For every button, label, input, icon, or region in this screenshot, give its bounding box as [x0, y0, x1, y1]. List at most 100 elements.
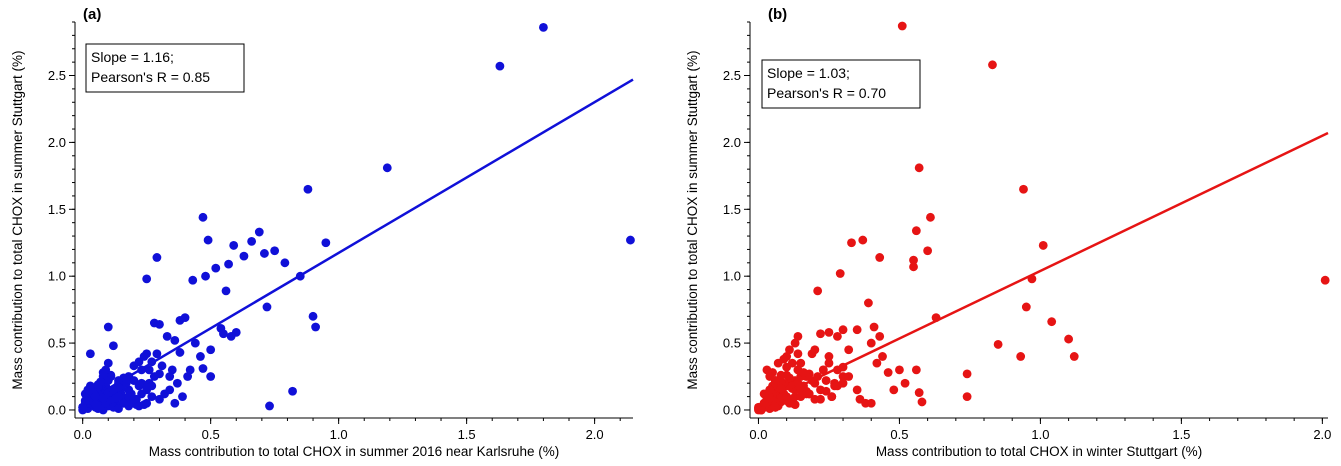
data-point: [844, 372, 854, 381]
x-axis-title: Mass contribution to total CHOX in summe…: [149, 444, 559, 459]
data-point: [198, 364, 208, 373]
data-point: [962, 392, 972, 401]
annotation-text: Pearson's R = 0.70: [767, 85, 886, 101]
y-tick-label: 2.5: [723, 68, 741, 83]
data-point: [889, 385, 899, 395]
data-point: [821, 376, 831, 385]
data-point: [914, 388, 924, 397]
data-point: [270, 246, 280, 256]
data-point: [303, 184, 313, 194]
data-point: [909, 255, 918, 265]
data-point: [254, 227, 264, 237]
x-tick-label: 0.0: [74, 427, 92, 442]
data-point: [779, 354, 789, 364]
data-point: [1047, 317, 1057, 327]
x-axis-title: Mass contribution to total CHOX in winte…: [876, 444, 1202, 459]
data-point: [847, 238, 856, 248]
x-tick-label: 2.0: [1313, 427, 1331, 442]
data-point: [626, 235, 635, 245]
data-point: [872, 358, 882, 368]
data-point: [911, 365, 921, 375]
x-tick-label: 0.5: [202, 427, 220, 442]
data-point: [782, 392, 792, 401]
data-point: [142, 274, 152, 284]
data-point: [799, 368, 808, 377]
data-point: [219, 329, 228, 339]
data-point: [288, 386, 297, 396]
data-point: [144, 365, 154, 375]
data-point: [149, 372, 159, 381]
data-point: [206, 345, 216, 355]
annotation-text: Slope = 1.03;: [767, 65, 850, 81]
y-tick-label: 0.0: [48, 402, 66, 417]
data-point: [167, 365, 177, 375]
data-point: [188, 275, 198, 285]
data-point: [807, 349, 817, 359]
data-point: [776, 384, 786, 393]
data-point: [988, 60, 997, 70]
data-point: [93, 380, 103, 389]
data-point: [119, 398, 129, 408]
data-point: [147, 392, 157, 401]
data-point: [78, 402, 88, 412]
data-point: [211, 263, 221, 273]
data-point: [157, 361, 167, 371]
data-point: [103, 322, 113, 332]
y-axis-title: Mass contribution to total CHOX in summe…: [10, 50, 25, 389]
data-point: [785, 345, 794, 355]
x-tick-label: 1.5: [458, 427, 476, 442]
scatter-points: [78, 22, 635, 415]
data-point: [229, 241, 239, 250]
panel-label: (a): [83, 6, 101, 23]
data-point: [1320, 275, 1330, 285]
data-point: [1064, 334, 1074, 344]
data-point: [147, 381, 157, 391]
data-point: [909, 262, 918, 272]
data-point: [91, 392, 100, 401]
data-point: [539, 22, 548, 32]
data-point: [813, 286, 823, 296]
data-point: [321, 238, 331, 248]
fit-line: [791, 131, 1329, 392]
data-point: [770, 402, 780, 412]
data-point: [149, 318, 159, 328]
data-point: [265, 401, 274, 411]
data-point: [180, 313, 190, 323]
data-point: [875, 331, 885, 341]
data-point: [262, 302, 272, 312]
data-point: [810, 394, 820, 404]
data-point: [796, 358, 806, 368]
data-point: [852, 325, 862, 335]
data-point: [178, 392, 187, 401]
data-point: [226, 331, 236, 341]
data-point: [139, 352, 149, 361]
data-point: [816, 329, 825, 339]
data-point: [926, 212, 935, 222]
data-point: [247, 237, 257, 246]
data-point: [311, 322, 321, 332]
data-point: [824, 327, 834, 337]
data-point: [827, 392, 837, 401]
panel-label: (b): [768, 6, 787, 23]
data-point: [838, 325, 848, 335]
data-point: [833, 381, 842, 391]
data-point: [201, 271, 210, 281]
annotation-box: [85, 43, 245, 93]
data-point: [152, 253, 162, 262]
x-tick-label: 2.0: [586, 427, 604, 442]
y-tick-label: 0.5: [48, 336, 66, 351]
data-point: [818, 365, 828, 375]
data-point: [1019, 184, 1028, 194]
data-point: [804, 389, 814, 399]
y-tick-label: 1.0: [48, 269, 66, 284]
panel-a: 0.0 0.5 1.0 1.5 2.0 0.0 0.5 1.0 1.5 2.0 2.5 Mass co…: [10, 6, 635, 459]
data-point: [923, 246, 933, 256]
data-point: [1021, 302, 1031, 312]
data-point: [114, 392, 123, 401]
data-point: [852, 385, 862, 395]
data-point: [183, 372, 193, 381]
data-point: [260, 249, 269, 258]
data-point: [790, 338, 800, 348]
data-point: [858, 235, 868, 245]
data-point: [993, 340, 1003, 349]
